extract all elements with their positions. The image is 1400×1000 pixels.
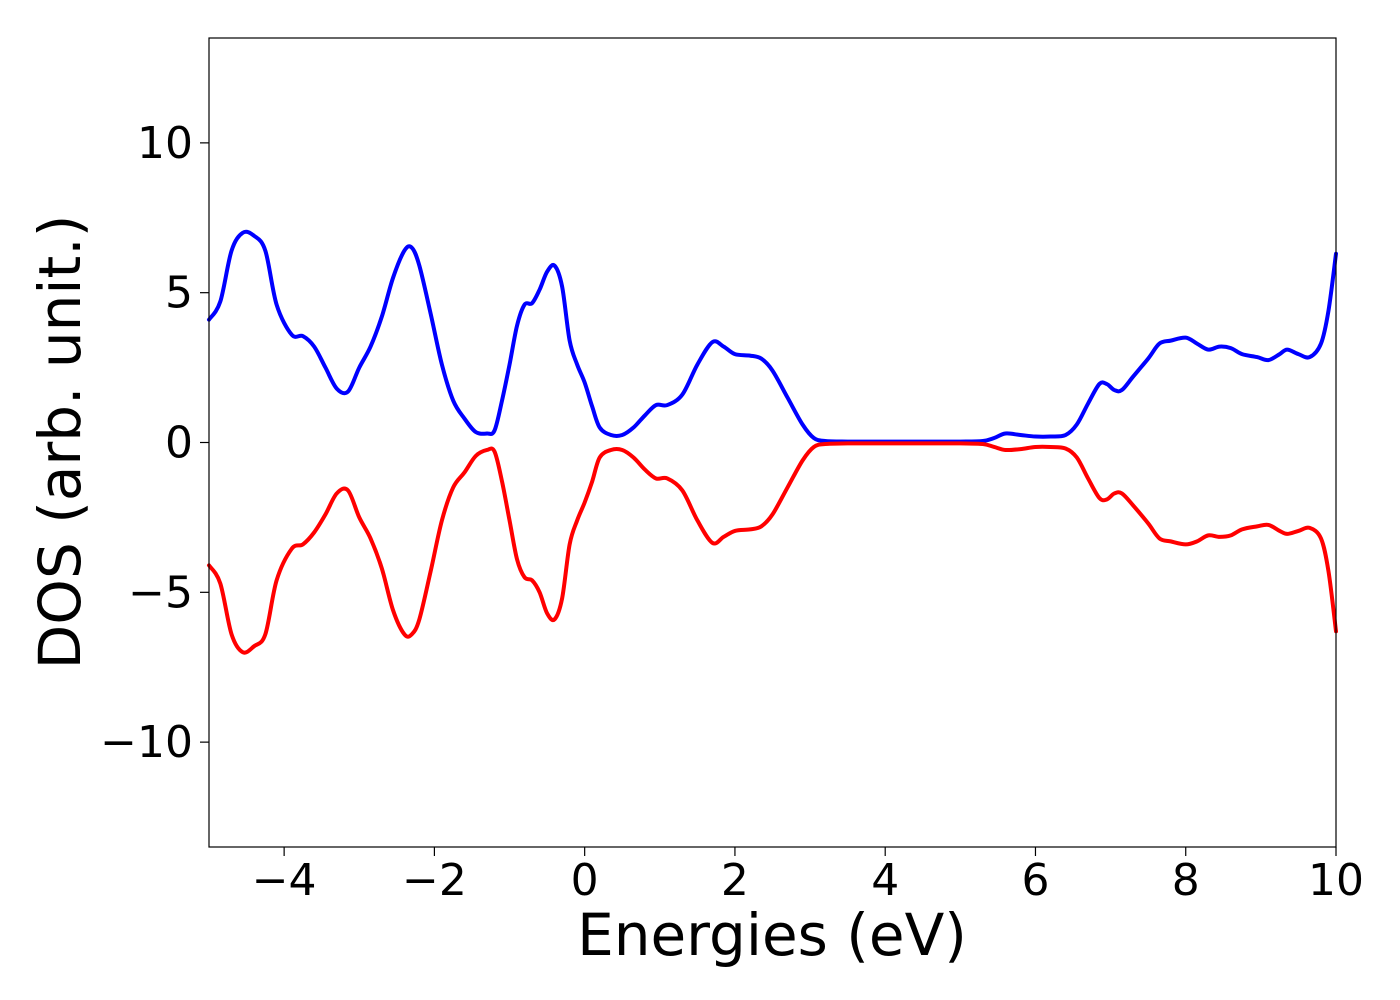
y-tick-label: −5 [128, 567, 193, 618]
y-tick-label: 0 [165, 418, 193, 469]
dos-chart: −4 −2 0 2 4 6 8 10 −10 −5 0 5 10 Energies (eV) DOS (… [0, 0, 1400, 1000]
x-tick-label: −4 [252, 855, 317, 906]
x-axis-label: Energies (eV) [577, 901, 967, 969]
y-tick-label: −10 [100, 717, 193, 768]
x-tick-label: 4 [871, 855, 899, 906]
series-line-positive [209, 232, 1336, 442]
y-axis-label: DOS (arb. unit.) [26, 215, 94, 670]
ticks-layer: −4 −2 0 2 4 6 8 10 −10 −5 0 5 10 [100, 118, 1364, 906]
x-tick-label: −2 [402, 855, 467, 906]
x-tick-label: 10 [1308, 855, 1364, 906]
y-tick-label: 5 [165, 268, 193, 319]
x-tick-label: 6 [1021, 855, 1049, 906]
series-layer [209, 232, 1336, 653]
x-tick-label: 0 [571, 855, 599, 906]
y-tick-label: 10 [137, 118, 193, 169]
x-tick-label: 2 [721, 855, 749, 906]
plot-frame [209, 38, 1336, 847]
x-tick-label: 8 [1172, 855, 1200, 906]
series-line-negative [209, 443, 1336, 652]
